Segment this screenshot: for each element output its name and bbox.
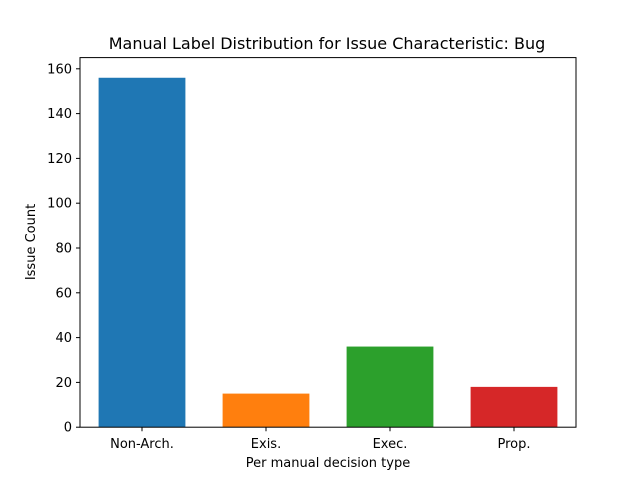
y-axis-ticks: 0 20 40 60 80 100 120 140 160 bbox=[47, 62, 80, 436]
x-axis-label: Per manual decision type bbox=[246, 456, 410, 471]
chart-title: Manual Label Distribution for Issue Char… bbox=[109, 34, 546, 53]
y-tick-label: 80 bbox=[55, 242, 72, 257]
plot-area-frame bbox=[79, 57, 577, 428]
bar-prop bbox=[470, 386, 558, 428]
y-tick-label: 120 bbox=[47, 152, 72, 167]
bar-exec bbox=[346, 346, 434, 428]
y-tick-label: 0 bbox=[64, 421, 72, 436]
x-tick-label: Non-Arch. bbox=[110, 437, 174, 452]
x-tick-label: Prop. bbox=[497, 437, 530, 452]
bar-exis bbox=[222, 393, 310, 428]
y-tick-label: 140 bbox=[47, 107, 72, 122]
y-tick-label: 60 bbox=[55, 286, 72, 301]
y-axis-label: Issue Count bbox=[24, 204, 39, 280]
y-tick-label: 20 bbox=[55, 376, 72, 391]
y-tick-label: 100 bbox=[47, 197, 72, 212]
y-tick-label: 40 bbox=[55, 331, 72, 346]
y-tick-label: 160 bbox=[47, 62, 72, 77]
x-tick-label: Exis. bbox=[251, 437, 281, 452]
bars-layer bbox=[98, 77, 558, 428]
x-tick-label: Exec. bbox=[373, 437, 408, 452]
x-axis-ticks: Non-Arch. Exis. Exec. Prop. bbox=[110, 427, 531, 452]
bar-non-arch bbox=[98, 77, 186, 428]
